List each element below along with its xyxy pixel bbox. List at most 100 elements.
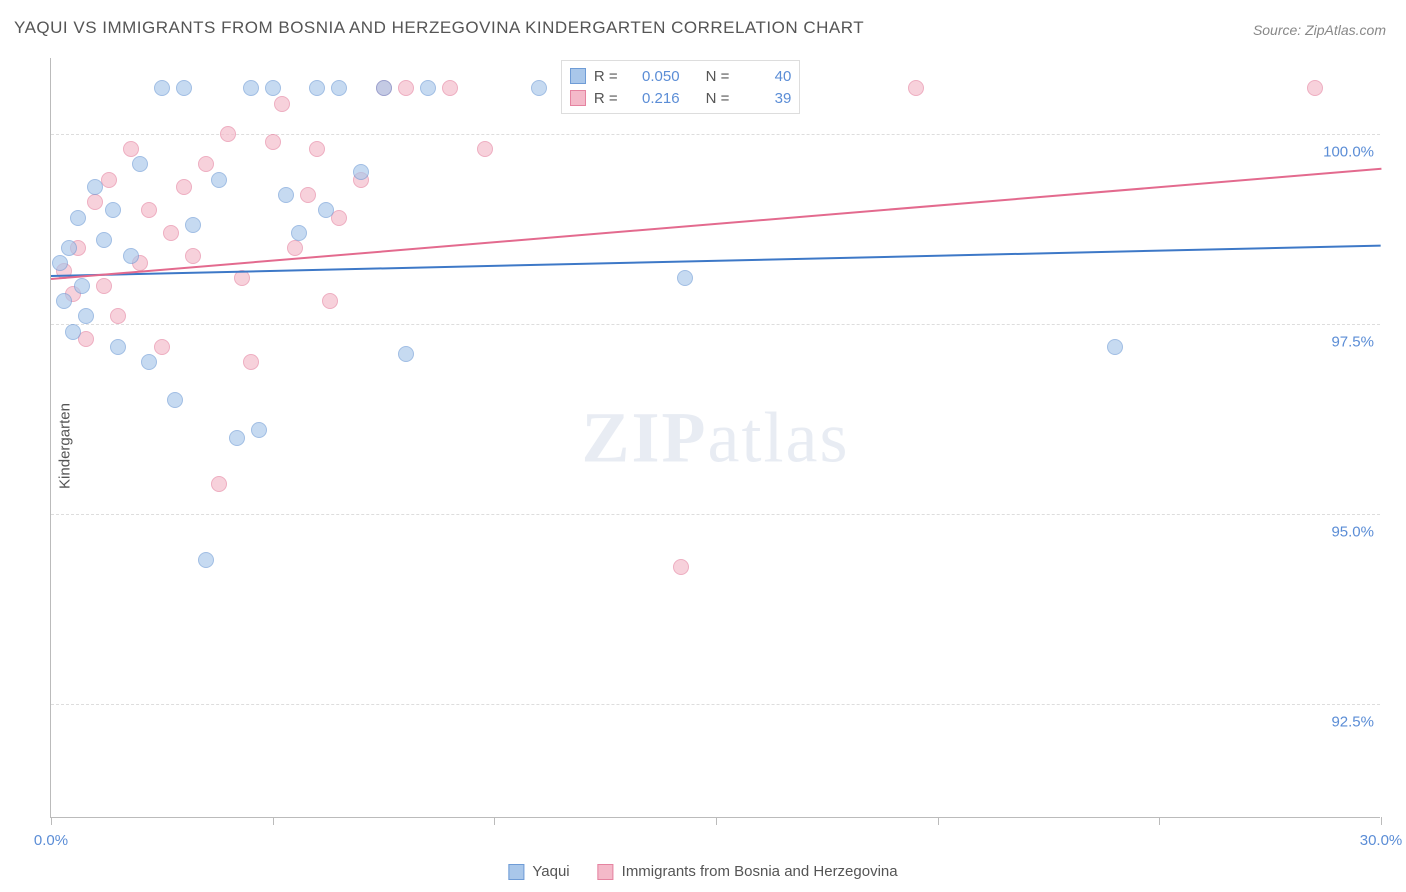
scatter-point [420, 80, 436, 96]
gridline-h [51, 134, 1380, 135]
scatter-point [278, 187, 294, 203]
legend-n-value: 39 [737, 90, 791, 107]
scatter-point [211, 172, 227, 188]
scatter-point [243, 354, 259, 370]
ytick-label: 92.5% [1331, 714, 1374, 731]
legend-label-a: Yaqui [532, 863, 569, 880]
scatter-point [331, 80, 347, 96]
scatter-point [185, 248, 201, 264]
chart-container: YAQUI VS IMMIGRANTS FROM BOSNIA AND HERZ… [0, 0, 1406, 892]
scatter-point [291, 225, 307, 241]
legend-swatch-b [598, 864, 614, 880]
source-label: Source: ZipAtlas.com [1253, 22, 1386, 38]
chart-title: YAQUI VS IMMIGRANTS FROM BOSNIA AND HERZ… [14, 18, 864, 38]
scatter-point [154, 80, 170, 96]
legend-r-label: R = [594, 68, 618, 85]
scatter-point [154, 339, 170, 355]
legend-top-row: R = 0.050 N = 40 [570, 65, 792, 87]
legend-n-label: N = [706, 90, 730, 107]
scatter-point [141, 202, 157, 218]
legend-swatch-a [508, 864, 524, 880]
scatter-point [87, 194, 103, 210]
scatter-point [70, 210, 86, 226]
scatter-point [376, 80, 392, 96]
scatter-point [123, 248, 139, 264]
ytick-label: 100.0% [1323, 144, 1374, 161]
scatter-point [167, 392, 183, 408]
scatter-point [234, 270, 250, 286]
scatter-point [198, 552, 214, 568]
scatter-point [229, 430, 245, 446]
scatter-point [211, 476, 227, 492]
scatter-point [220, 126, 236, 142]
scatter-point [398, 80, 414, 96]
gridline-h [51, 514, 1380, 515]
scatter-point [110, 308, 126, 324]
xtick [1381, 817, 1382, 825]
gridline-h [51, 704, 1380, 705]
watermark-atlas: atlas [708, 397, 850, 477]
scatter-point [163, 225, 179, 241]
scatter-point [132, 156, 148, 172]
trendline [51, 168, 1381, 280]
scatter-point [61, 240, 77, 256]
scatter-point [677, 270, 693, 286]
legend-swatch [570, 68, 586, 84]
scatter-point [185, 217, 201, 233]
legend-top-row: R = 0.216 N = 39 [570, 87, 792, 109]
scatter-point [176, 179, 192, 195]
scatter-point [65, 324, 81, 340]
scatter-point [673, 559, 689, 575]
scatter-point [353, 164, 369, 180]
scatter-point [78, 308, 94, 324]
scatter-point [96, 278, 112, 294]
scatter-point [265, 80, 281, 96]
scatter-point [1307, 80, 1323, 96]
xtick-label: 0.0% [34, 832, 68, 849]
legend-swatch [570, 90, 586, 106]
plot-area: ZIPatlas 92.5%95.0%97.5%100.0%0.0%30.0%R… [50, 58, 1380, 818]
ytick-label: 97.5% [1331, 334, 1374, 351]
ytick-label: 95.0% [1331, 524, 1374, 541]
watermark-zip: ZIP [582, 397, 708, 477]
scatter-point [309, 80, 325, 96]
scatter-point [274, 96, 290, 112]
scatter-point [309, 141, 325, 157]
scatter-point [442, 80, 458, 96]
xtick [273, 817, 274, 825]
scatter-point [96, 232, 112, 248]
scatter-point [123, 141, 139, 157]
xtick [1159, 817, 1160, 825]
scatter-point [52, 255, 68, 271]
scatter-point [87, 179, 103, 195]
scatter-point [318, 202, 334, 218]
xtick [716, 817, 717, 825]
gridline-h [51, 324, 1380, 325]
scatter-point [398, 346, 414, 362]
scatter-point [251, 422, 267, 438]
scatter-point [141, 354, 157, 370]
legend-r-value: 0.216 [626, 90, 680, 107]
scatter-point [105, 202, 121, 218]
scatter-point [265, 134, 281, 150]
legend-r-label: R = [594, 90, 618, 107]
scatter-point [300, 187, 316, 203]
scatter-point [243, 80, 259, 96]
scatter-point [176, 80, 192, 96]
scatter-point [198, 156, 214, 172]
xtick [938, 817, 939, 825]
xtick [494, 817, 495, 825]
legend-n-value: 40 [737, 68, 791, 85]
legend-r-value: 0.050 [626, 68, 680, 85]
xtick-label: 30.0% [1360, 832, 1403, 849]
scatter-point [908, 80, 924, 96]
legend-top: R = 0.050 N = 40 R = 0.216 N = 39 [561, 60, 801, 114]
legend-label-b: Immigrants from Bosnia and Herzegovina [622, 863, 898, 880]
legend-n-label: N = [706, 68, 730, 85]
xtick [51, 817, 52, 825]
scatter-point [287, 240, 303, 256]
scatter-point [56, 293, 72, 309]
scatter-point [74, 278, 90, 294]
scatter-point [531, 80, 547, 96]
watermark: ZIPatlas [582, 396, 850, 479]
